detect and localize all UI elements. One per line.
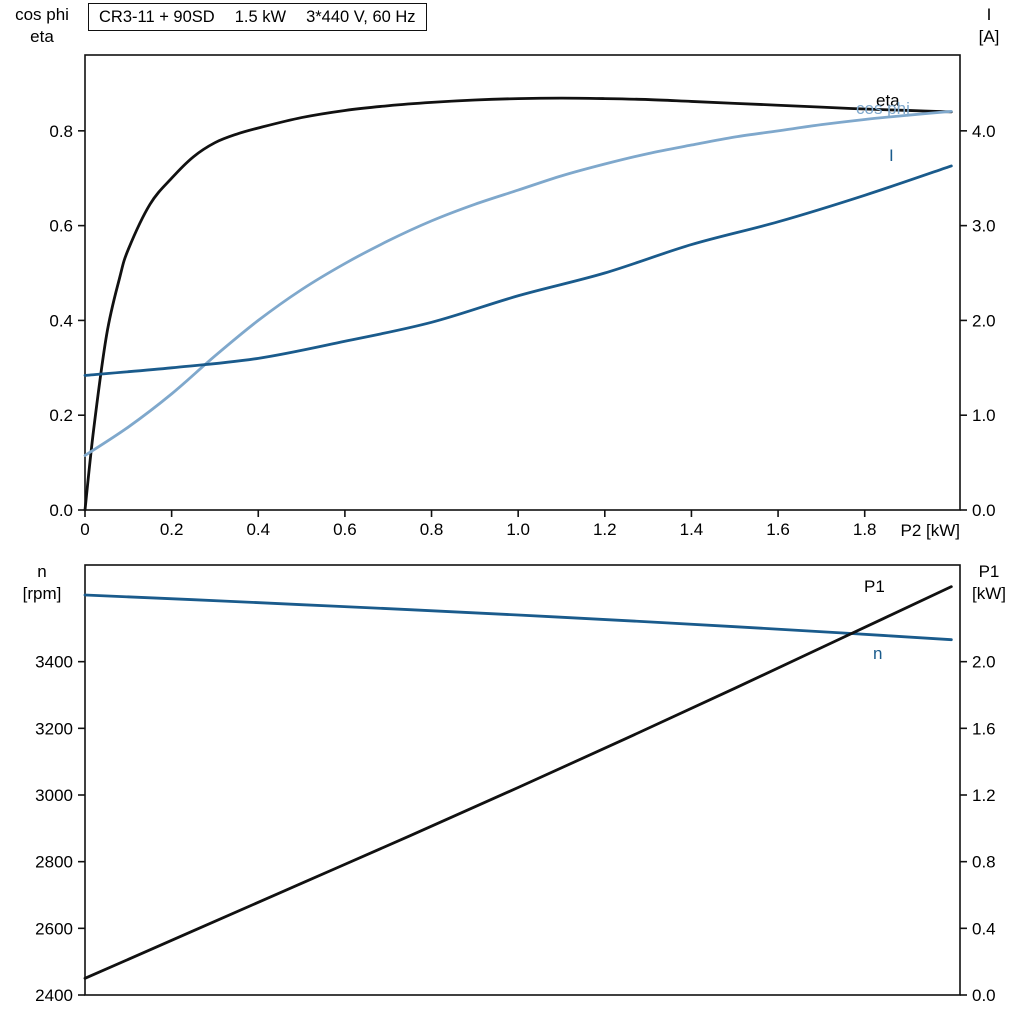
y-left-axis-title-cosphi: cos phi (15, 5, 69, 24)
x-tick-label: 0 (80, 520, 89, 539)
cos_phi-curve (83, 110, 953, 457)
pump-voltage-label: 3*440 V, 60 Hz (306, 7, 416, 26)
x-tick-label: 0.4 (246, 520, 270, 539)
cos-phi-curve-label: cos phi (856, 99, 910, 118)
x-axis-title-p2: P2 [kW] (900, 521, 960, 540)
y-right-tick-label: 1.0 (972, 406, 996, 425)
x-tick-label: 1.4 (680, 520, 704, 539)
current-curve (83, 164, 953, 377)
eta-curve-label: eta (876, 91, 900, 110)
y-right-tick-label: 0.0 (972, 501, 996, 520)
y-right-tick-label: 0.0 (972, 986, 996, 1005)
y-right-tick-label: 1.6 (972, 719, 996, 738)
y-right-tick-label: 2.0 (972, 311, 996, 330)
y-left-tick-label: 3400 (35, 653, 73, 672)
motor-mechanical-frame (84, 564, 961, 996)
pump-model-label: CR3-11 + 90SD (99, 7, 215, 26)
speed-curve (83, 593, 953, 642)
y-left-tick-label: 3000 (35, 786, 73, 805)
y-right-tick-label: 3.0 (972, 217, 996, 236)
y-left-tick-label: 0.2 (49, 406, 73, 425)
y-left-tick-label: 0.4 (49, 311, 73, 330)
y-right-axis-title-p1: P1 (978, 562, 1000, 581)
y-right-tick-label: 0.4 (972, 919, 996, 938)
eta-curve (83, 96, 953, 512)
y-left-tick-label: 3200 (35, 719, 73, 738)
x-tick-label: 1.2 (593, 520, 617, 539)
x-tick-label: 1.8 (853, 520, 877, 539)
x-tick-label: 1.6 (766, 520, 790, 539)
y-left-axis-unit-rpm: [rpm] (22, 584, 62, 603)
current-curve-label: I (889, 146, 894, 165)
motor-electrical-chart: 0.0 0.2 0.4 0.6 0.8 0.0 1.0 2.0 3.0 4.0 0 0.2 0.4 0.6… (49, 54, 996, 539)
p1-curve (83, 585, 953, 980)
y-right-tick-label: 4.0 (972, 122, 996, 141)
x-tick-label: 1.0 (506, 520, 530, 539)
motor-mechanical-chart: 2400 2600 2800 3000 3200 3400 0.0 0.4 0.8 1.2 1.6 2… (35, 564, 996, 1005)
y-left-tick-label: 2800 (35, 853, 73, 872)
y-right-tick-label: 0.8 (972, 853, 996, 872)
y-right-axis-unit-amps: [A] (978, 27, 1000, 46)
y-left-tick-label: 2400 (35, 986, 73, 1005)
y-left-axis-title-eta: eta (30, 27, 54, 46)
y-right-axis-unit-kw: [kW] (972, 584, 1006, 603)
y-right-axis-title-i: I (986, 5, 992, 24)
y-left-tick-label: 0.6 (49, 217, 73, 236)
y-left-axis-title-n: n (37, 562, 47, 581)
pump-power-label: 1.5 kW (234, 7, 287, 26)
x-tick-label: 0.8 (420, 520, 444, 539)
motor-electrical-frame (84, 54, 961, 511)
y-left-tick-label: 2600 (35, 919, 73, 938)
y-right-tick-label: 1.2 (972, 786, 996, 805)
x-tick-label: 0.6 (333, 520, 357, 539)
p1-curve-label: P1 (864, 577, 885, 596)
y-left-tick-label: 0.0 (49, 501, 73, 520)
y-right-tick-label: 2.0 (972, 653, 996, 672)
n-curve-label: n (873, 644, 883, 663)
chart-title-box: CR3-11 + 90SD 1.5 kW 3*440 V, 60 Hz (88, 3, 427, 31)
x-tick-label: 0.2 (160, 520, 184, 539)
y-left-tick-label: 0.8 (49, 122, 73, 141)
